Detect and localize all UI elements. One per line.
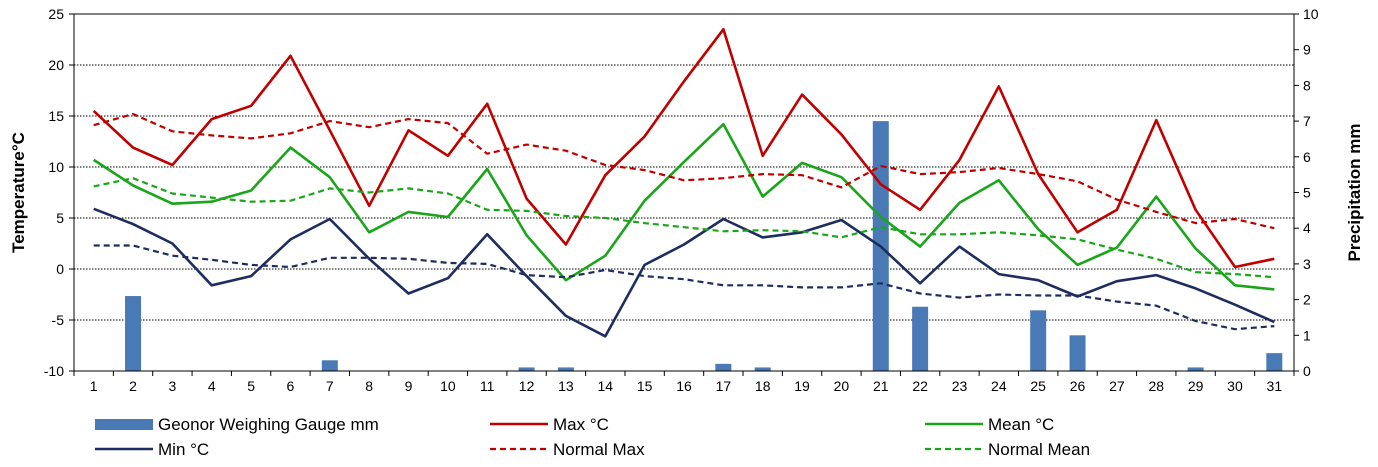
x-tick-label: 2 — [129, 378, 137, 394]
legend-label: Normal Max — [553, 440, 645, 459]
x-tick-label: 21 — [873, 378, 889, 394]
x-tick-label: 20 — [834, 378, 850, 394]
right-tick-label: 4 — [1303, 220, 1311, 236]
x-tick-label: 3 — [168, 378, 176, 394]
precip-bar — [1069, 335, 1086, 371]
precipitation-bars — [125, 121, 1283, 371]
precip-bar — [1266, 353, 1283, 371]
left-tick-label: 10 — [48, 159, 64, 175]
x-tick-label: 16 — [676, 378, 692, 394]
y-axis-title: Temperature°C — [9, 132, 28, 253]
x-tick-label: 11 — [480, 378, 495, 394]
right-tick-label: 5 — [1303, 185, 1311, 201]
x-tick-label: 29 — [1188, 378, 1204, 394]
left-tick-label: 5 — [56, 210, 64, 226]
legend-label: Normal Mean — [988, 440, 1090, 459]
right-tick-label: 3 — [1303, 256, 1311, 272]
right-tick-label: 8 — [1303, 77, 1311, 93]
right-tick-label: 9 — [1303, 42, 1311, 58]
right-axis-ticks: 0 1 2 3 4 5 6 7 8 9 10 — [1294, 6, 1319, 379]
legend-label: Min °C — [158, 440, 209, 459]
precip-bar — [912, 306, 929, 371]
legend-label: Max °C — [553, 415, 609, 434]
series-line — [93, 112, 1275, 230]
left-axis-ticks: -10 -5 0 5 10 15 20 25 — [44, 6, 74, 379]
left-tick-label: 0 — [56, 261, 64, 277]
series-line — [93, 244, 1275, 331]
x-tick-label: 1 — [90, 378, 98, 394]
precip-bar — [518, 367, 535, 371]
gridlines — [74, 64, 1294, 321]
left-tick-label: -10 — [44, 363, 64, 379]
x-tick-label: 17 — [716, 378, 732, 394]
x-tick-label: 19 — [794, 378, 810, 394]
x-tick-label: 14 — [598, 378, 614, 394]
plot-area-border — [73, 13, 1295, 372]
series-line — [92, 122, 1275, 291]
x-tick-label: 22 — [912, 378, 928, 394]
temperature-lines — [92, 27, 1275, 338]
x-tick-label: 5 — [247, 378, 255, 394]
x-axis-ticks: 1 2 3 4 5 6 7 8 9 10 11 12 13 14 15 16 17 18 19 20 21 22 23 24 2… — [73, 371, 1295, 394]
precip-bar — [321, 360, 338, 371]
x-tick-label: 10 — [440, 378, 456, 394]
x-tick-label: 30 — [1227, 378, 1243, 394]
right-tick-label: 6 — [1303, 149, 1311, 165]
precip-bar — [557, 367, 574, 371]
right-tick-label: 0 — [1303, 363, 1311, 379]
x-tick-label: 12 — [519, 378, 535, 394]
x-tick-label: 8 — [365, 378, 373, 394]
legend-label: Mean °C — [988, 415, 1054, 434]
y2-axis-title: Precipitation mm — [1345, 124, 1364, 262]
right-tick-label: 7 — [1303, 113, 1311, 129]
precip-bar — [1187, 367, 1204, 371]
right-tick-label: 10 — [1303, 6, 1319, 22]
x-tick-label: 24 — [991, 378, 1007, 394]
precip-bar — [1030, 310, 1047, 371]
left-tick-label: 15 — [48, 108, 64, 124]
legend-swatch — [95, 419, 153, 430]
x-tick-label: 7 — [326, 378, 334, 394]
series-line — [93, 177, 1275, 279]
x-tick-label: 15 — [637, 378, 653, 394]
precip-bar — [715, 363, 732, 371]
x-tick-label: 6 — [287, 378, 295, 394]
right-tick-label: 1 — [1303, 327, 1311, 343]
left-tick-label: -5 — [52, 312, 65, 328]
x-tick-label: 9 — [405, 378, 413, 394]
x-tick-label: 18 — [755, 378, 771, 394]
series-line — [92, 27, 1275, 269]
x-tick-label: 13 — [558, 378, 574, 394]
x-tick-label: 4 — [208, 378, 216, 394]
x-tick-label: 28 — [1148, 378, 1164, 394]
right-tick-label: 2 — [1303, 292, 1311, 308]
legend: Geonor Weighing Gauge mm Max °C Mean °C Min… — [95, 415, 1090, 459]
left-tick-label: 25 — [48, 6, 64, 22]
x-tick-label: 27 — [1109, 378, 1125, 394]
x-tick-label: 23 — [952, 378, 968, 394]
x-tick-label: 26 — [1070, 378, 1086, 394]
x-tick-label: 31 — [1267, 378, 1283, 394]
x-tick-label: 25 — [1030, 378, 1046, 394]
legend-label: Geonor Weighing Gauge mm — [158, 415, 379, 434]
precip-bar — [754, 367, 771, 371]
precip-bar — [125, 296, 142, 371]
left-tick-label: 20 — [48, 57, 64, 73]
